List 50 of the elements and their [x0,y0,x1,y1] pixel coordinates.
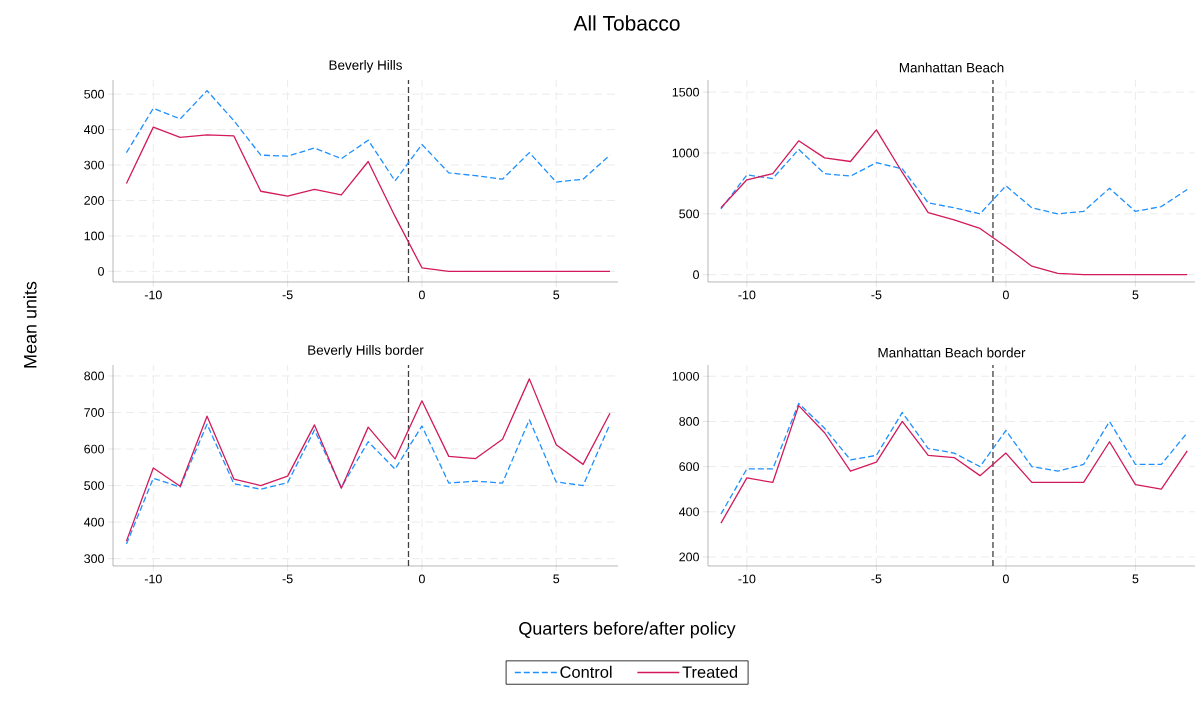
x-tick-label: 5 [1132,290,1139,300]
chart-title: Manhattan Beach [899,62,1004,73]
x-tick-label: 5 [553,574,560,584]
y-tick-label: 600 [679,462,699,472]
y-tick-label: 800 [84,371,104,381]
y-tick-label: 200 [679,552,699,562]
y-tick-label: 1000 [672,371,699,381]
y-tick-label: 500 [84,89,104,99]
y-tick-label: 700 [84,408,104,417]
x-tick-label: 0 [418,574,425,584]
y-tick-label: 300 [84,160,104,170]
line-series [125,378,611,542]
y-tick-label: 300 [84,554,104,564]
text: All Tobacco [573,15,680,31]
x-tick-label: 5 [553,290,560,300]
x-tick-label: 0 [1002,574,1009,584]
y-tick-label: 100 [84,231,104,241]
x-tick-label: 0 [418,290,425,300]
y-axis-title: Mean units [23,281,37,368]
chart-title: Manhattan Beach border [878,347,1026,358]
y-tick-label: 400 [83,517,104,527]
y-tick-label: 400 [83,125,104,135]
x-tick-label: 0 [1002,290,1009,300]
y-tick-label: 0 [693,270,699,280]
legend-label: Treated [682,665,738,678]
x-tick-label: -5 [282,574,293,584]
y-tick-label: 600 [84,444,104,454]
y-tick-label: 1000 [672,148,699,158]
x-tick-label: -10 [738,574,756,584]
y-tick-label: 500 [84,481,104,490]
y-tick-label: 400 [679,507,699,517]
y-tick-label: 0 [98,266,104,276]
line-series [125,89,611,183]
line-series [720,148,1188,215]
x-tick-label: 5 [1132,574,1139,584]
y-tick-label: 200 [84,196,104,205]
y-tick-label: 800 [679,417,699,426]
legend-label: Control [560,665,612,678]
line-series [125,419,611,545]
x-tick-label: -10 [144,290,162,300]
x-tick-label: -10 [738,290,756,300]
x-tick-label: -5 [871,574,882,584]
y-tick-label: 1500 [672,87,699,97]
x-tick-label: -5 [282,290,293,300]
chart-title: Beverly Hills [329,59,402,73]
x-tick-label: -10 [144,574,162,584]
x-axis-title: Quarters before/after policy [519,621,736,639]
chart-title: Beverly Hills border [308,344,424,358]
x-tick-label: -5 [871,290,882,300]
y-tick-label: 500 [679,209,699,219]
